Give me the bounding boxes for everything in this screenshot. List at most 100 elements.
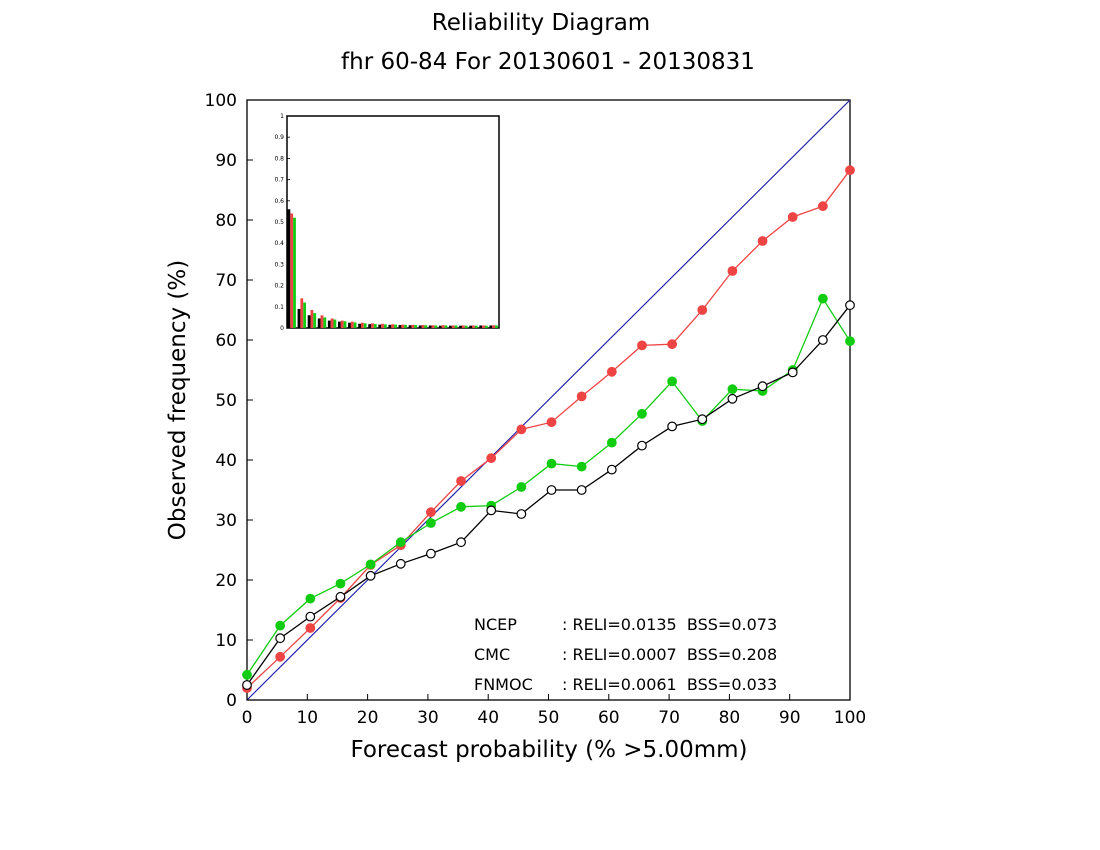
inset-y-tick-label: 0.7	[274, 177, 284, 184]
ncep-point	[757, 381, 768, 392]
cmc-inset-bar	[391, 324, 395, 328]
ncep-legend-stats: : RELI=0.0135 BSS=0.073	[562, 615, 777, 634]
chart-subtitle: fhr 60-84 For 20130601 - 20130831	[341, 49, 755, 75]
fnmoc-point	[305, 593, 316, 604]
fnmoc-point	[637, 408, 647, 419]
cmc-inset-bar	[492, 325, 496, 328]
cmc-inset-bar	[381, 323, 384, 328]
ncep-point	[516, 509, 527, 519]
y-tick-label: 30	[215, 511, 237, 531]
fnmoc-inset-bar	[313, 313, 317, 328]
ncep-inset-bar	[287, 209, 291, 328]
fnmoc-inset-bar	[484, 325, 488, 328]
cmc-point	[305, 623, 316, 633]
fnmoc-legend-stats: : RELI=0.0061 BSS=0.033	[562, 675, 777, 694]
y-tick-label: 70	[215, 271, 237, 291]
x-tick-label: 100	[834, 708, 866, 728]
x-tick-label: 0	[242, 708, 253, 728]
y-axis-ticks: 0 10 20 30 40 50 60 70 80 90 100	[205, 91, 253, 711]
fnmoc-point	[817, 293, 828, 304]
ncep-inset-bar	[408, 325, 412, 328]
y-tick-label: 60	[215, 331, 237, 351]
fnmoc-inset-bar	[363, 323, 367, 328]
cmc-point	[275, 651, 286, 662]
cmc-point	[516, 424, 527, 435]
cmc-point	[667, 339, 678, 350]
ncep-point	[637, 440, 647, 451]
x-tick-label: 30	[417, 708, 439, 728]
fnmoc-point	[242, 669, 252, 680]
fnmoc-inset-bar	[474, 325, 478, 328]
cmc-point	[486, 453, 497, 464]
ncep-inset-bar	[428, 325, 432, 328]
chart-title: Reliability Diagram	[432, 10, 650, 36]
cmc-inset-bar	[340, 320, 344, 328]
x-tick-label: 90	[779, 708, 801, 728]
ncep-inset-bar	[388, 324, 392, 328]
x-axis-label: Forecast probability (% >5.00mm)	[350, 737, 747, 763]
y-axis-label: Observed frequency (%)	[165, 260, 191, 540]
ncep-point	[456, 537, 466, 548]
fnmoc-inset-bar	[454, 325, 458, 328]
cmc-inset-bar	[330, 318, 334, 328]
ncep-inset-bar	[449, 325, 452, 328]
x-tick-label: 40	[477, 708, 499, 728]
cmc-inset-bar	[320, 315, 324, 328]
cmc-inset-bar	[300, 298, 304, 328]
ncep-inset-bar	[348, 322, 351, 328]
inset-y-tick-label: 0.9	[274, 134, 284, 141]
ncep-point	[395, 558, 406, 569]
fnmoc-inset-bar	[495, 325, 498, 328]
fnmoc-point	[335, 578, 346, 589]
ncep-inset-bar	[358, 323, 361, 328]
cmc-inset-bar	[371, 323, 374, 328]
ncep-point	[606, 464, 617, 475]
ncep-point	[335, 591, 346, 602]
perfect-reliability-line	[246, 99, 851, 701]
cmc-point	[757, 236, 768, 246]
cmc-inset-bar	[441, 325, 445, 328]
fnmoc-point	[576, 461, 587, 472]
inset-y-tick-label: 0.1	[274, 304, 284, 311]
fnmoc-point	[516, 482, 527, 492]
cmc-point	[637, 340, 647, 351]
ncep-point	[845, 300, 855, 311]
fnmoc-point	[395, 537, 406, 548]
fnmoc-point	[667, 376, 678, 387]
cmc-inset-bar	[431, 325, 435, 328]
y-tick-label: 50	[215, 391, 237, 411]
cmc-legend-name: CMC	[474, 645, 510, 664]
x-tick-label: 50	[538, 708, 560, 728]
inset-y-tick-label: 1	[280, 113, 284, 120]
ncep-inset-bar	[327, 320, 331, 328]
x-tick-label: 20	[357, 708, 379, 728]
fnmoc-point	[727, 384, 738, 395]
inset-frame	[286, 115, 500, 329]
fnmoc-inset-bar	[333, 319, 337, 328]
fnmoc-inset-bar	[383, 324, 387, 328]
cmc-inset-bar	[401, 324, 405, 328]
ncep-inset-bar	[297, 308, 301, 328]
fnmoc-inset-bar	[303, 302, 307, 328]
cmc-point	[697, 305, 708, 315]
cmc-point	[845, 165, 855, 176]
ncep-inset-bar	[337, 321, 341, 328]
fnmoc-inset-bar	[373, 323, 377, 328]
ncep-point	[817, 335, 828, 345]
fnmoc-inset-bar	[434, 325, 438, 328]
x-tick-label: 10	[296, 708, 318, 728]
ncep-point	[275, 633, 286, 644]
fnmoc-inset-bar	[404, 324, 407, 328]
fnmoc-inset-bar	[464, 325, 468, 328]
fnmoc-point	[275, 620, 286, 631]
cmc-inset-bar	[350, 321, 354, 328]
cmc-inset-bar	[451, 325, 455, 328]
inset-y-tick-label: 0.5	[274, 219, 284, 226]
ncep-inset-bar	[368, 324, 372, 328]
ncep-point	[486, 505, 497, 516]
y-tick-label: 20	[215, 571, 237, 591]
y-tick-label: 80	[215, 211, 237, 231]
fnmoc-inset-bar	[424, 325, 428, 328]
ncep-inset-bar	[479, 325, 483, 328]
ncep-inset-bar	[469, 325, 473, 328]
